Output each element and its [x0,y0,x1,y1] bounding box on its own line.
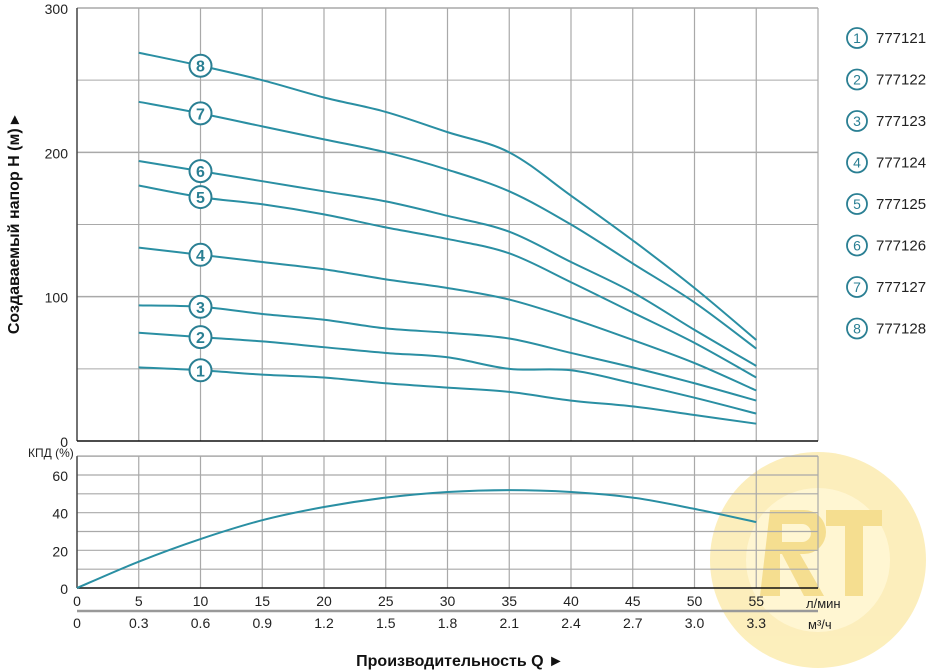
x-tick-label-lmin: 0 [73,593,81,609]
x-tick-label-lmin: 45 [625,593,641,609]
x-tick-label-m3h: 1.2 [314,615,334,631]
x-tick-label-lmin: 35 [501,593,517,609]
y-axis-title: Создаваемый напор Н (м) ▸ [6,115,23,334]
efficiency-curve [76,489,757,589]
legend-entry: 777128 [876,321,926,338]
y-tick-label: 0 [60,434,68,450]
legend-marker-1 [846,27,868,49]
legend-marker-label: 5 [853,196,861,212]
legend-marker-7 [846,276,868,298]
legend-entry: 777125 [876,196,926,213]
legend-marker-2 [846,68,868,91]
curve-marker-1 [188,358,213,383]
x-tick-label-m3h: 0.9 [253,615,273,631]
legend-marker-label: 3 [853,113,861,129]
legend-entry: 777123 [876,113,926,130]
legend-marker-label: 1 [853,30,861,46]
y-tick-label: 60 [52,468,68,484]
x-tick-label-lmin: 15 [254,593,270,609]
legend-entry: 777121 [876,30,926,47]
x-tick-label-m3h: 2.4 [561,615,581,631]
curve-marker-label: 1 [196,363,205,380]
legend-marker-4 [846,151,868,174]
y-tick-label: 200 [45,145,69,161]
curve-777124 [138,246,757,392]
curve-marker-6 [188,159,213,184]
x-tick-label-lmin: 30 [440,593,456,609]
x-tick-label-m3h: 0.3 [129,615,149,631]
curve-777127 [138,100,757,350]
legend-entry: 777122 [876,72,926,89]
efficiency-axis-title: КПД (%) [28,446,74,460]
curve-marker-label: 6 [196,164,205,181]
curve-marker-8 [188,53,213,78]
y-tick-label: 100 [45,290,69,306]
y-tick-label: 0 [60,581,68,597]
watermark-letter-t [826,510,882,596]
curve-marker-7 [188,101,213,126]
curve-marker-label: 8 [196,59,205,76]
y-tick-label: 40 [52,506,68,522]
curve-marker-label: 4 [196,248,205,265]
legend-marker-3 [846,110,868,132]
legend-entry: 777126 [876,238,926,255]
curve-marker-5 [188,185,213,210]
x-tick-label-lmin: 25 [378,593,394,609]
curve-777126 [138,160,757,367]
x-tick-label-m3h: 3.0 [685,615,705,631]
legend-marker-label: 4 [853,155,861,171]
x-tick-label-m3h: 0 [73,615,81,631]
x-tick-label-lmin: 50 [687,593,703,609]
curve-marker-3 [188,294,213,319]
curve-777122 [138,331,757,415]
x-tick-label-m3h: 2.1 [500,615,520,631]
x-tick-label-m3h: 1.5 [376,615,396,631]
x-tick-label-lmin: 5 [135,593,143,609]
x-tick-label-lmin: 20 [316,593,332,609]
legend-entry: 777124 [876,155,926,172]
curve-777128 [138,51,757,341]
unit-lmin: л/мин [806,596,841,611]
y-tick-label: 20 [52,543,68,559]
legend-marker-5 [846,193,868,215]
curve-marker-label: 2 [196,330,205,347]
curve-marker-4 [188,242,213,267]
legend-marker-label: 7 [853,279,861,295]
unit-m3h: м³/ч [808,617,832,632]
legend-marker-label: 2 [853,72,861,88]
x-tick-label-m3h: 3.3 [747,615,767,631]
legend-marker-8 [846,317,868,340]
x-tick-label-m3h: 1.8 [438,615,458,631]
legend-entry: 777127 [876,279,926,296]
curve-777125 [138,184,757,379]
curve-marker-2 [188,325,213,350]
legend-marker-6 [846,234,868,257]
x-tick-label-lmin: 10 [193,593,209,609]
legend-marker-label: 6 [853,238,861,254]
legend-marker-label: 8 [853,321,861,337]
curve-marker-label: 5 [196,190,205,207]
curve-777123 [138,304,757,402]
curve-marker-label: 7 [196,106,205,123]
curve-777121 [138,366,757,425]
x-tick-label-m3h: 2.7 [623,615,643,631]
y-tick-label: 300 [45,1,69,17]
x-tick-label-m3h: 0.6 [191,615,211,631]
curve-marker-label: 3 [196,300,205,317]
x-tick-label-lmin: 55 [748,593,764,609]
x-tick-label-lmin: 40 [563,593,579,609]
x-axis-title: Производительность Q ► [356,653,564,670]
